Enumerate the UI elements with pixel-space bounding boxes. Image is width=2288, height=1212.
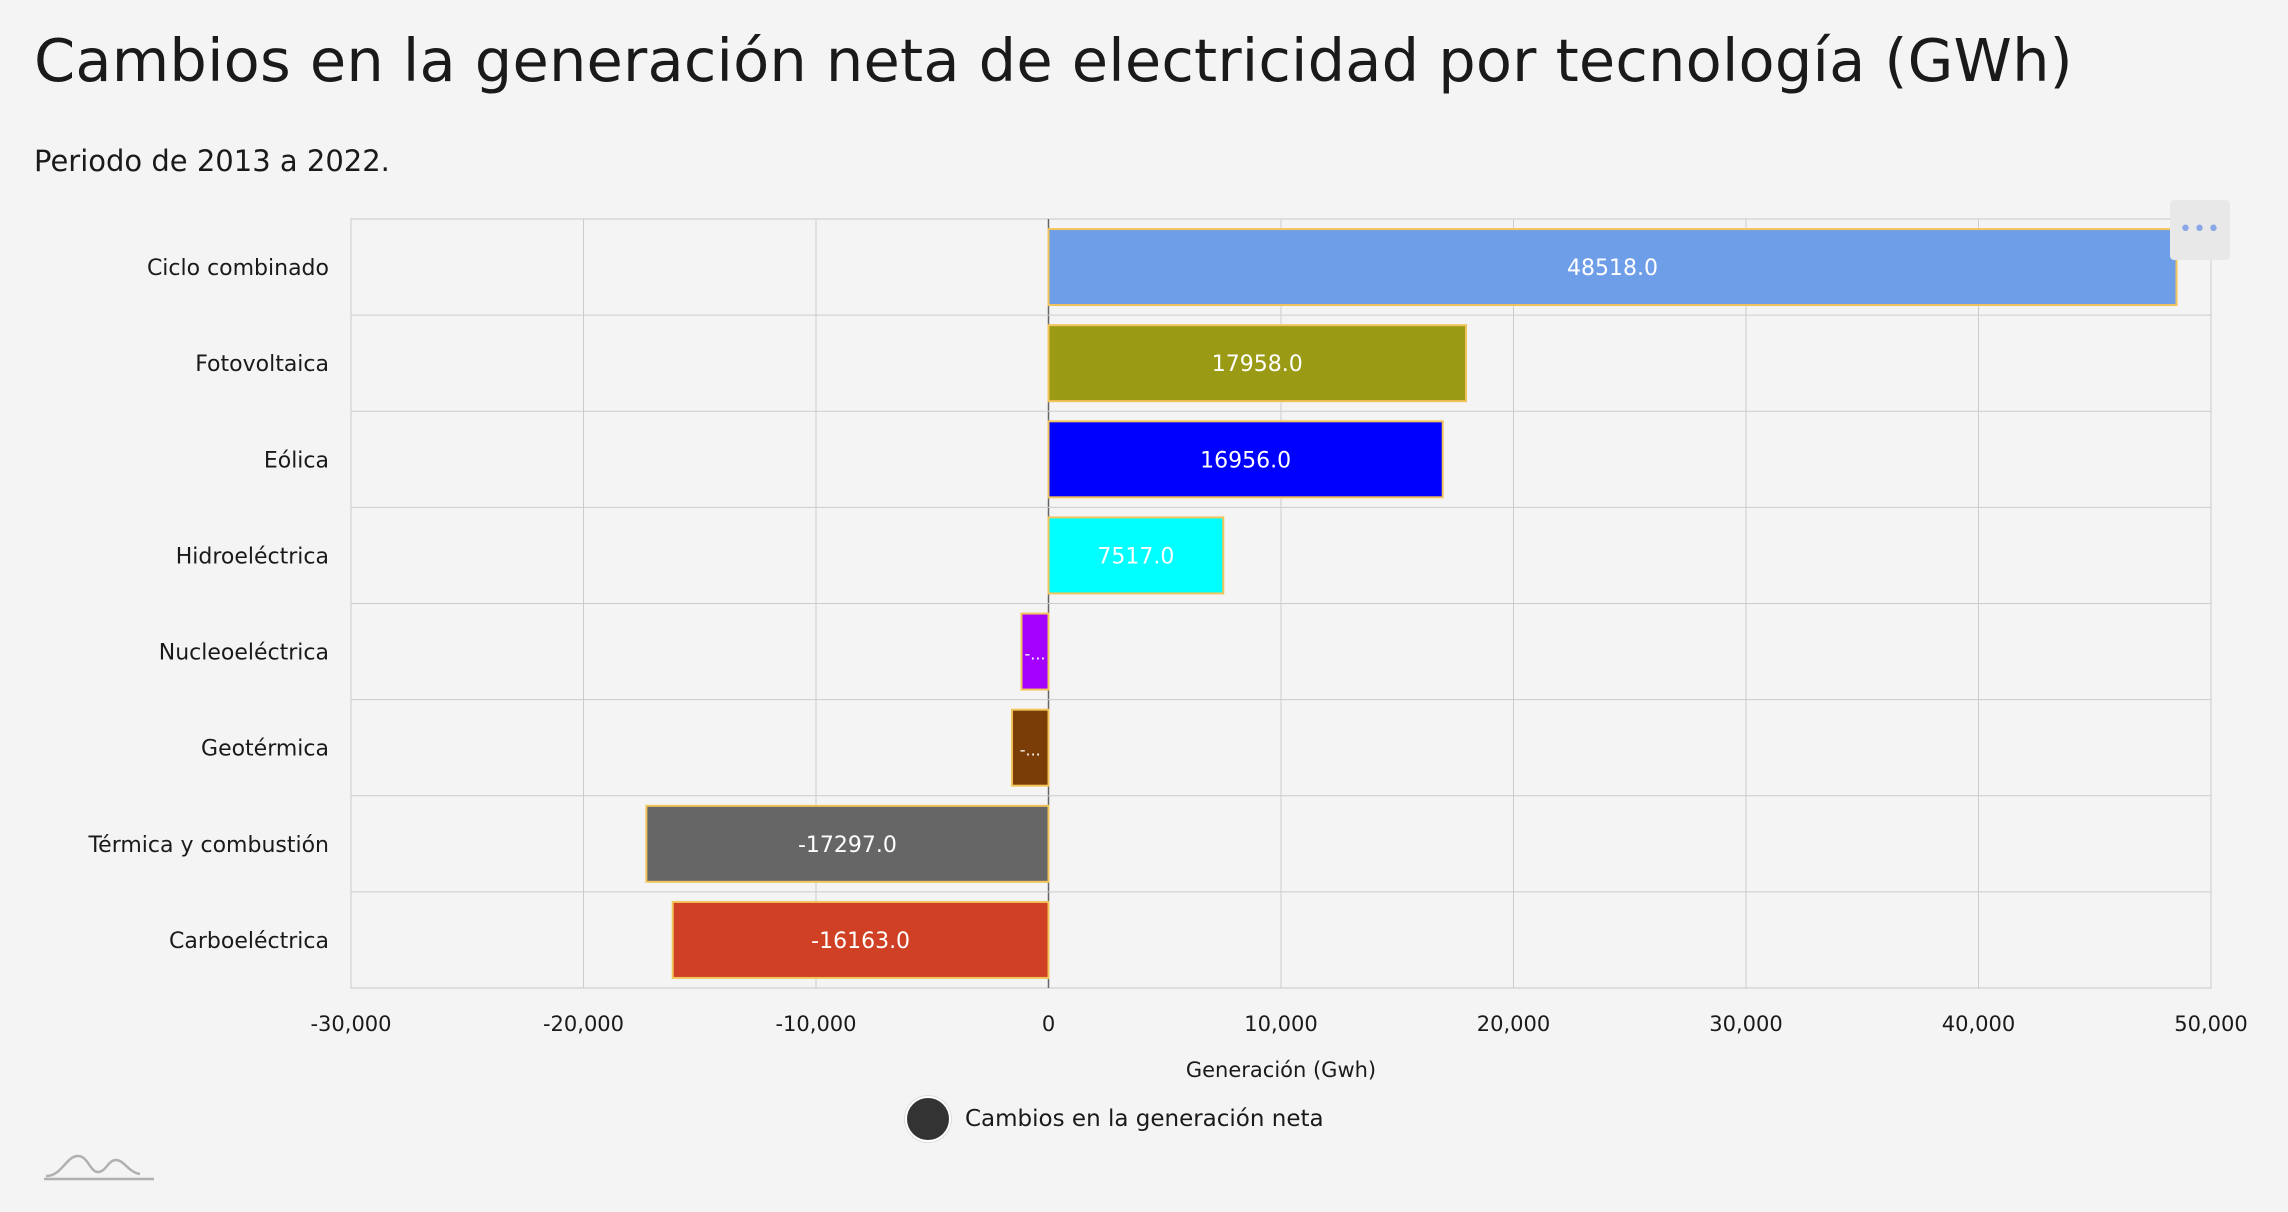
y-tick-label: Eólica bbox=[264, 448, 329, 473]
bar bbox=[1010, 708, 1050, 787]
y-tick-label: Geotérmica bbox=[201, 737, 329, 762]
ellipsis-icon: ••• bbox=[2179, 217, 2221, 242]
data-label: -17297.0 bbox=[798, 833, 897, 858]
bar bbox=[671, 900, 1050, 979]
x-tick-label: 50,000 bbox=[2174, 1012, 2247, 1036]
bar bbox=[1020, 612, 1050, 691]
data-label: 17958.0 bbox=[1212, 352, 1303, 377]
x-tick-label: 40,000 bbox=[1942, 1012, 2015, 1036]
y-tick-label: Fotovoltaica bbox=[195, 352, 329, 377]
data-label: 48518.0 bbox=[1567, 256, 1658, 281]
chart-menu-button[interactable]: ••• bbox=[2170, 200, 2230, 260]
data-label: -16163.0 bbox=[811, 929, 910, 954]
x-tick-label: 10,000 bbox=[1244, 1012, 1317, 1036]
data-label: 7517.0 bbox=[1097, 544, 1174, 569]
x-tick-label: -30,000 bbox=[310, 1012, 391, 1036]
y-tick-label: Hidroeléctrica bbox=[176, 544, 329, 569]
data-label: 16956.0 bbox=[1200, 448, 1291, 473]
x-axis-title: Generación (Gwh) bbox=[1186, 1058, 1376, 1082]
data-label: -... bbox=[1024, 645, 1045, 664]
chart-subtitle: Periodo de 2013 a 2022. bbox=[34, 144, 390, 178]
chart-title: Cambios en la generación neta de electri… bbox=[34, 26, 2073, 95]
legend-swatch bbox=[905, 1096, 951, 1142]
bars bbox=[645, 228, 2178, 979]
bar bbox=[1047, 324, 1468, 403]
bar bbox=[645, 804, 1050, 883]
bar bbox=[1047, 228, 2178, 307]
data-label: -... bbox=[1020, 741, 1041, 760]
x-tick-label: 30,000 bbox=[1709, 1012, 1782, 1036]
x-tick-label: -20,000 bbox=[543, 1012, 624, 1036]
x-tick-label: 0 bbox=[1042, 1012, 1055, 1036]
y-tick-label: Carboeléctrica bbox=[169, 929, 329, 954]
legend-label: Cambios en la generación neta bbox=[965, 1106, 1324, 1132]
x-tick-label: 20,000 bbox=[1477, 1012, 1550, 1036]
brand-logo bbox=[44, 1154, 154, 1181]
y-tick-label: Nucleoeléctrica bbox=[159, 641, 329, 666]
x-tick-label: -10,000 bbox=[775, 1012, 856, 1036]
y-tick-label: Térmica y combustión bbox=[87, 833, 329, 858]
labels: -30,000 -20,000 -10,000 0 10,000 20,000 30,000… bbox=[87, 256, 2247, 1082]
y-tick-label: Ciclo combinado bbox=[147, 256, 329, 281]
bar bbox=[1047, 516, 1225, 595]
bar bbox=[1047, 420, 1444, 499]
legend[interactable]: Cambios en la generación neta bbox=[905, 1096, 1324, 1142]
